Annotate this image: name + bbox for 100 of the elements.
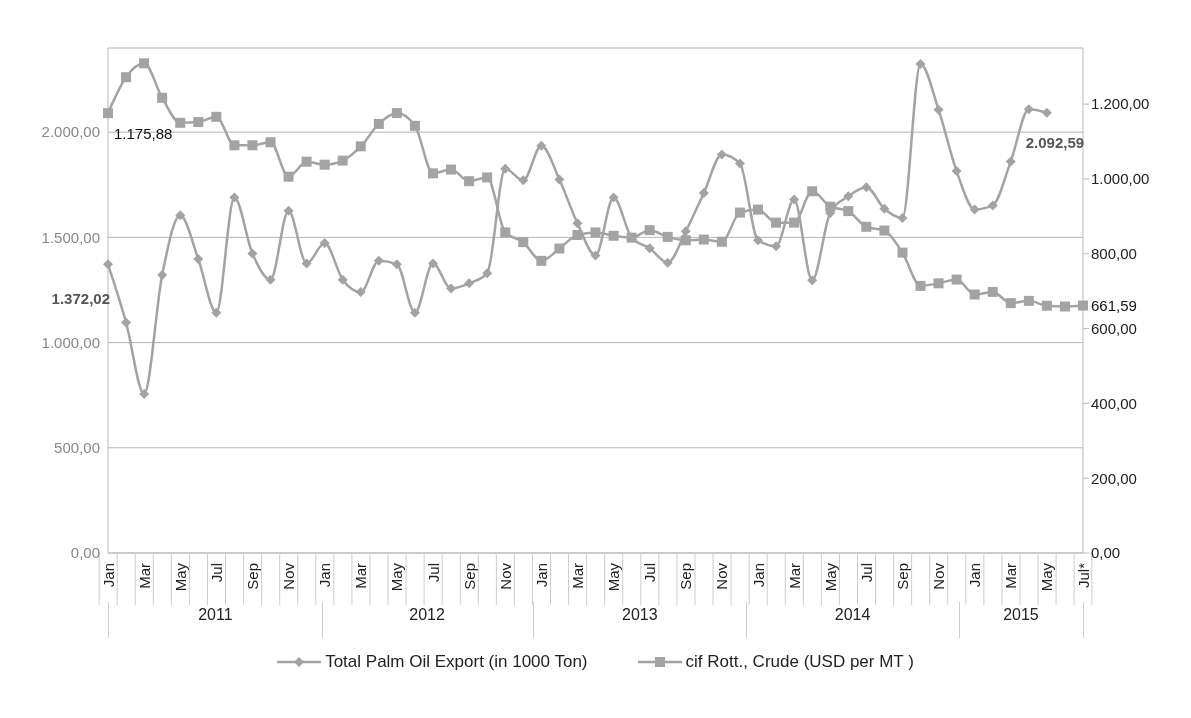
point (734, 207, 745, 218)
text: 2015 (958, 602, 1084, 638)
point (933, 278, 944, 289)
point (987, 200, 998, 211)
point (409, 307, 420, 318)
point (753, 204, 763, 215)
point (229, 140, 240, 151)
point (771, 241, 782, 252)
y2-tick-label: 400,00 (1091, 394, 1137, 412)
point (789, 217, 800, 228)
x-tick-label: Sep (243, 563, 261, 590)
x-tick-label: May (1038, 562, 1056, 592)
point (807, 186, 818, 197)
x-tick-label: Jul (857, 563, 875, 583)
x-tick-label: Jan (749, 563, 767, 588)
point (103, 259, 113, 270)
point (337, 274, 348, 285)
y2-tick-label: 0,00 (1091, 544, 1121, 562)
point (608, 192, 619, 203)
x-tick-label: Mar (352, 563, 370, 589)
point (193, 117, 204, 128)
point (518, 175, 529, 186)
x-tick-label: Mar (785, 563, 803, 589)
point (139, 388, 150, 399)
point (157, 92, 168, 103)
point (698, 234, 709, 245)
point (969, 204, 980, 215)
point (121, 72, 132, 83)
x-tick-label: Mar (135, 563, 153, 589)
point (229, 192, 240, 203)
point (843, 206, 854, 217)
point (572, 230, 583, 241)
point (572, 218, 583, 229)
point (716, 236, 727, 247)
point (897, 213, 908, 224)
point (446, 164, 457, 175)
point (301, 156, 312, 167)
y-tick-label: 0,00 (70, 544, 100, 562)
point (536, 255, 547, 266)
point (644, 225, 655, 236)
point (933, 104, 944, 115)
point (590, 250, 601, 261)
data-label: 1.175,88 (114, 125, 173, 143)
point (915, 58, 926, 69)
point (391, 108, 402, 119)
point (355, 141, 366, 152)
point (608, 230, 619, 241)
x-tick-label: Nov (930, 562, 948, 590)
point (1023, 295, 1034, 306)
point (951, 166, 962, 177)
text: 2014 (746, 602, 960, 638)
x-tick-label: Nov (713, 562, 731, 590)
point (1005, 298, 1016, 309)
point (1023, 104, 1034, 115)
x-tick-label: Mar (1002, 563, 1020, 589)
point (355, 287, 366, 298)
point (879, 225, 890, 236)
x-tick-label: Jan (99, 563, 117, 588)
legend-label: Total Palm Oil Export (in 1000 Ton) (325, 652, 588, 672)
point (283, 171, 294, 182)
point (536, 140, 547, 151)
point (1059, 301, 1070, 312)
x-tick-label: Jan (532, 563, 550, 588)
point (897, 247, 908, 258)
point (409, 120, 420, 131)
point (121, 317, 132, 328)
y2-tick-label: 1.200,00 (1091, 95, 1150, 113)
x-tick-label: Nov (280, 562, 298, 590)
point (391, 259, 402, 270)
point (680, 226, 691, 237)
point (301, 258, 312, 269)
point (698, 187, 709, 198)
text: 2013 (533, 602, 748, 638)
point (139, 58, 150, 69)
point (373, 118, 384, 129)
point (193, 254, 204, 265)
point (175, 210, 186, 221)
point (662, 231, 673, 242)
point (590, 227, 601, 238)
y-tick-label: 2.000,00 (41, 123, 100, 141)
point (1078, 300, 1088, 311)
point (969, 289, 980, 300)
point (482, 268, 493, 279)
y2-tick-label: 600,00 (1091, 319, 1137, 337)
point (500, 227, 511, 238)
point (446, 283, 457, 294)
point (518, 237, 529, 248)
point (175, 117, 186, 128)
point (247, 140, 258, 151)
x-tick-label: Jul (641, 563, 659, 583)
x-tick-label: Sep (893, 563, 911, 590)
x-tick-label: Sep (460, 563, 478, 590)
point (861, 182, 872, 193)
point (1041, 300, 1052, 311)
y2-tick-label: 200,00 (1091, 469, 1137, 487)
point (247, 248, 258, 259)
point (265, 274, 276, 285)
x-tick-label: Jan (316, 563, 334, 588)
x-tick-label: Sep (677, 563, 695, 590)
y2-tick-label: 1.000,00 (1091, 170, 1150, 188)
